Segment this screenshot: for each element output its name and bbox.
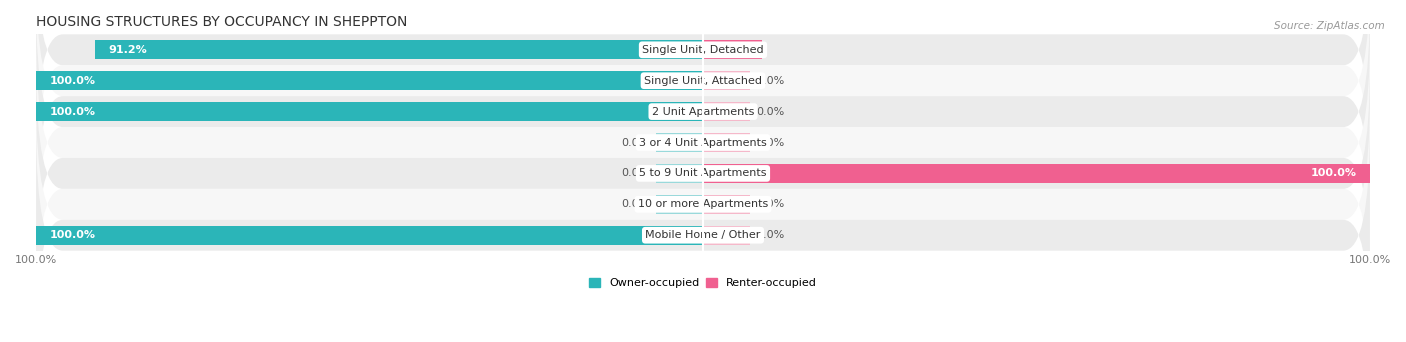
Text: Single Unit, Attached: Single Unit, Attached — [644, 76, 762, 86]
Text: Single Unit, Detached: Single Unit, Detached — [643, 45, 763, 55]
Bar — [37, 226, 703, 245]
Bar — [703, 71, 749, 90]
Text: 5 to 9 Unit Apartments: 5 to 9 Unit Apartments — [640, 168, 766, 179]
Bar — [703, 40, 762, 60]
Bar — [703, 164, 1369, 183]
Bar — [37, 102, 703, 121]
Bar — [703, 102, 749, 121]
Bar — [657, 195, 703, 214]
Legend: Owner-occupied, Renter-occupied: Owner-occupied, Renter-occupied — [585, 273, 821, 293]
FancyBboxPatch shape — [37, 34, 1369, 251]
FancyBboxPatch shape — [37, 127, 1369, 342]
Bar — [657, 133, 703, 152]
Text: 10 or more Apartments: 10 or more Apartments — [638, 199, 768, 209]
FancyBboxPatch shape — [37, 3, 1369, 220]
Text: 0.0%: 0.0% — [756, 107, 785, 117]
Text: 0.0%: 0.0% — [756, 230, 785, 240]
Text: HOUSING STRUCTURES BY OCCUPANCY IN SHEPPTON: HOUSING STRUCTURES BY OCCUPANCY IN SHEPP… — [37, 15, 408, 29]
Bar — [94, 40, 703, 60]
Bar — [657, 164, 703, 183]
Text: 0.0%: 0.0% — [621, 199, 650, 209]
Text: 3 or 4 Unit Apartments: 3 or 4 Unit Apartments — [640, 137, 766, 147]
Text: 100.0%: 100.0% — [49, 230, 96, 240]
Text: 0.0%: 0.0% — [621, 168, 650, 179]
Text: Mobile Home / Other: Mobile Home / Other — [645, 230, 761, 240]
Bar — [703, 226, 749, 245]
Text: 0.0%: 0.0% — [621, 137, 650, 147]
FancyBboxPatch shape — [37, 96, 1369, 313]
Bar — [703, 195, 749, 214]
Bar — [703, 133, 749, 152]
FancyBboxPatch shape — [37, 0, 1369, 158]
Text: 100.0%: 100.0% — [49, 107, 96, 117]
Text: 91.2%: 91.2% — [108, 45, 146, 55]
Text: 0.0%: 0.0% — [756, 199, 785, 209]
FancyBboxPatch shape — [37, 65, 1369, 281]
Text: 100.0%: 100.0% — [1310, 168, 1357, 179]
FancyBboxPatch shape — [37, 0, 1369, 189]
Text: 2 Unit Apartments: 2 Unit Apartments — [652, 107, 754, 117]
Text: 0.0%: 0.0% — [756, 137, 785, 147]
Text: Source: ZipAtlas.com: Source: ZipAtlas.com — [1274, 21, 1385, 30]
Text: 8.8%: 8.8% — [717, 45, 748, 55]
Text: 0.0%: 0.0% — [756, 76, 785, 86]
Text: 100.0%: 100.0% — [49, 76, 96, 86]
Bar — [37, 71, 703, 90]
